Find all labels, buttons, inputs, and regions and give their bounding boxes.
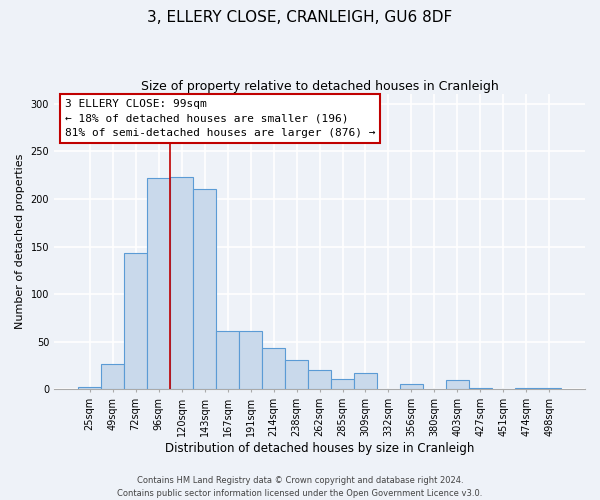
Bar: [469, 388, 492, 390]
Bar: [331, 379, 354, 390]
Bar: [124, 253, 147, 390]
Bar: [515, 388, 538, 390]
Bar: [78, 386, 101, 390]
Text: 3, ELLERY CLOSE, CRANLEIGH, GU6 8DF: 3, ELLERY CLOSE, CRANLEIGH, GU6 8DF: [148, 10, 452, 25]
Bar: [446, 380, 469, 390]
Bar: [239, 332, 262, 390]
X-axis label: Distribution of detached houses by size in Cranleigh: Distribution of detached houses by size …: [165, 442, 474, 455]
Bar: [170, 177, 193, 390]
Bar: [101, 364, 124, 390]
Title: Size of property relative to detached houses in Cranleigh: Size of property relative to detached ho…: [140, 80, 499, 93]
Bar: [285, 360, 308, 390]
Text: Contains HM Land Registry data © Crown copyright and database right 2024.
Contai: Contains HM Land Registry data © Crown c…: [118, 476, 482, 498]
Bar: [147, 178, 170, 390]
Y-axis label: Number of detached properties: Number of detached properties: [15, 154, 25, 330]
Bar: [354, 373, 377, 390]
Bar: [538, 388, 561, 390]
Bar: [400, 384, 423, 390]
Bar: [193, 190, 216, 390]
Text: 3 ELLERY CLOSE: 99sqm
← 18% of detached houses are smaller (196)
81% of semi-det: 3 ELLERY CLOSE: 99sqm ← 18% of detached …: [65, 98, 375, 138]
Bar: [216, 332, 239, 390]
Bar: [308, 370, 331, 390]
Bar: [262, 348, 285, 390]
